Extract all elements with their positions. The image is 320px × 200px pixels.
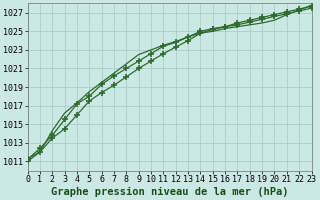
X-axis label: Graphe pression niveau de la mer (hPa): Graphe pression niveau de la mer (hPa): [51, 186, 288, 197]
